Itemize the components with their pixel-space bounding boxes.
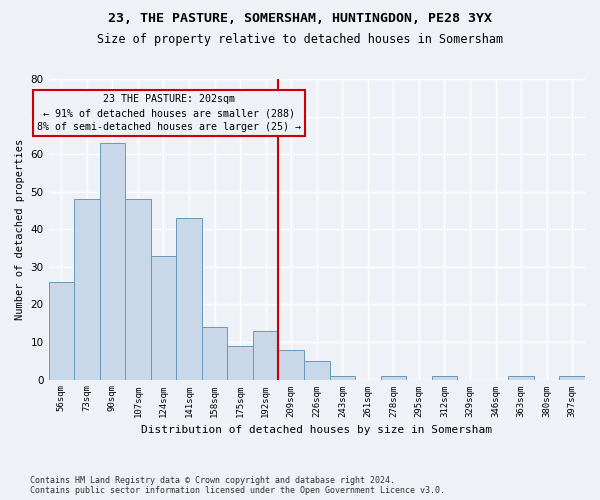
Bar xyxy=(74,199,100,380)
Bar xyxy=(278,350,304,380)
Bar xyxy=(176,218,202,380)
Bar xyxy=(380,376,406,380)
Bar xyxy=(329,376,355,380)
Bar xyxy=(432,376,457,380)
X-axis label: Distribution of detached houses by size in Somersham: Distribution of detached houses by size … xyxy=(141,425,492,435)
Bar xyxy=(253,330,278,380)
Bar xyxy=(559,376,585,380)
Bar xyxy=(227,346,253,380)
Bar xyxy=(151,256,176,380)
Text: 23, THE PASTURE, SOMERSHAM, HUNTINGDON, PE28 3YX: 23, THE PASTURE, SOMERSHAM, HUNTINGDON, … xyxy=(108,12,492,26)
Y-axis label: Number of detached properties: Number of detached properties xyxy=(15,138,25,320)
Bar xyxy=(125,199,151,380)
Text: Contains HM Land Registry data © Crown copyright and database right 2024.
Contai: Contains HM Land Registry data © Crown c… xyxy=(30,476,445,495)
Bar xyxy=(304,361,329,380)
Bar xyxy=(202,327,227,380)
Bar xyxy=(49,282,74,380)
Bar xyxy=(508,376,534,380)
Text: Size of property relative to detached houses in Somersham: Size of property relative to detached ho… xyxy=(97,32,503,46)
Bar xyxy=(100,143,125,380)
Text: 23 THE PASTURE: 202sqm
← 91% of detached houses are smaller (288)
8% of semi-det: 23 THE PASTURE: 202sqm ← 91% of detached… xyxy=(37,94,301,132)
